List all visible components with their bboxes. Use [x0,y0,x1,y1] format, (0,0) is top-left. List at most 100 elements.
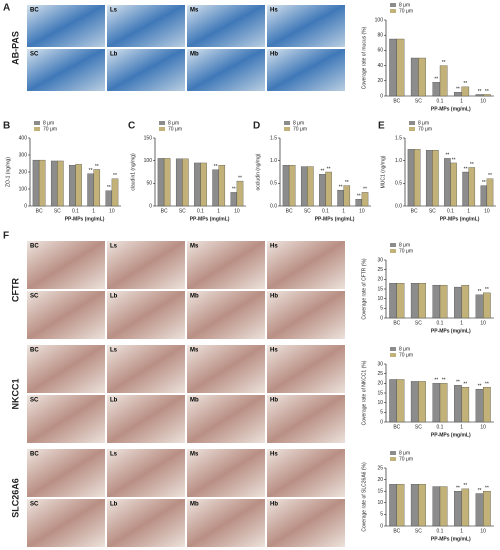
y-tick-label: 10 [377,296,383,302]
bar [410,57,419,97]
y-tick-label: 25 [377,371,383,377]
bar [439,65,448,97]
micrograph [26,498,106,548]
bar [57,160,64,207]
micrograph [106,498,186,548]
y-tick-label: 0 [149,203,152,209]
legend-label: 8 μm [168,120,179,126]
y-tick-label: 0 [24,203,27,209]
significance-label: ** [434,77,438,83]
legend-label: 8 μm [399,2,410,8]
significance-label: ** [320,169,324,175]
micrograph [106,48,186,92]
bar [32,159,40,207]
micrograph-label: BC [30,244,39,250]
bar [50,160,58,207]
micrograph-label: SC [30,294,39,300]
y-tick-label: 400 [19,135,28,141]
micrograph-label: Ls [110,8,118,14]
legend-label: 70 μm [43,126,57,132]
x-tick-label: SC [429,208,436,214]
micrograph [266,48,346,92]
y-tick-label: 40 [377,63,383,69]
x-tick-label: SC [54,208,61,214]
y-tick-label: 25 [377,465,383,471]
micrograph [186,344,266,394]
x-tick-label: 10 [480,320,486,326]
bar [432,82,441,97]
bar [389,484,397,527]
legend-swatch [390,347,396,351]
stain-label: SLC26A6 [10,478,20,518]
micrograph [266,448,346,498]
x-tick-label: 10 [480,98,486,104]
micrograph-label: Hs [270,244,278,250]
x-tick-label: 0.1 [447,208,454,214]
y-tick-label: 20 [377,381,383,387]
x-tick-label: 1 [342,208,345,214]
x-tick-label: 0.1 [322,208,329,214]
bar [475,294,484,319]
micrograph-label: Lb [110,52,118,58]
y-tick-label: 0.5 [395,181,402,187]
micrograph [266,498,346,548]
legend-label: 8 μm [293,120,304,126]
bar [355,199,363,207]
micrograph [106,344,186,394]
bar [337,189,344,207]
micrograph [106,290,186,340]
micrograph-label: Ls [110,244,118,250]
x-tick-label: BC [411,208,418,214]
bar [418,484,426,527]
y-tick-label: 100 [19,186,28,192]
y-tick-label: 50 [146,181,152,187]
significance-label: ** [463,382,467,388]
micrograph-label: Ms [190,348,199,354]
significance-label: ** [478,289,482,295]
micrograph-label: Hb [270,398,278,404]
bar [230,192,238,207]
y-tick-label: 300 [19,152,28,158]
bar [418,283,426,319]
bar [307,166,314,207]
significance-label: ** [478,383,482,389]
bar [105,190,113,207]
x-axis-label: PP-MPs (mg/mL) [431,432,471,438]
legend-swatch [390,9,396,13]
bar [389,38,397,97]
micrograph [186,290,266,340]
y-tick-label: 0 [380,523,383,529]
legend-swatch [409,121,415,125]
micrograph [186,448,266,498]
y-tick-label: 15 [377,390,383,396]
bar [396,484,405,527]
legend-label: 70 μm [418,126,432,132]
bar [69,165,76,207]
x-tick-label: 0.1 [197,208,204,214]
micrograph-label: Mb [190,398,199,404]
significance-label: ** [107,185,111,191]
significance-label: ** [478,488,482,494]
bar [432,284,441,319]
panel-label: D [253,121,260,132]
bar [461,488,470,527]
micrograph [186,394,266,444]
bar [175,158,183,207]
bar [454,286,462,319]
y-tick-label: 20 [377,277,383,283]
micrograph-label: Ms [190,244,199,250]
x-tick-label: 1 [460,98,463,104]
x-axis-label: PP-MPs (mg/mL) [431,106,471,112]
bar [343,185,351,207]
bar [475,388,484,423]
x-tick-label: 0.1 [437,98,444,104]
y-tick-label: 15 [377,286,383,292]
significance-label: ** [485,287,489,293]
bar [396,283,405,319]
y-tick-label: 5 [380,306,383,312]
significance-label: ** [95,164,99,170]
y-tick-label: 1.5 [395,135,402,141]
micrograph-label: Lb [110,502,118,508]
y-tick-label: 0 [380,419,383,425]
